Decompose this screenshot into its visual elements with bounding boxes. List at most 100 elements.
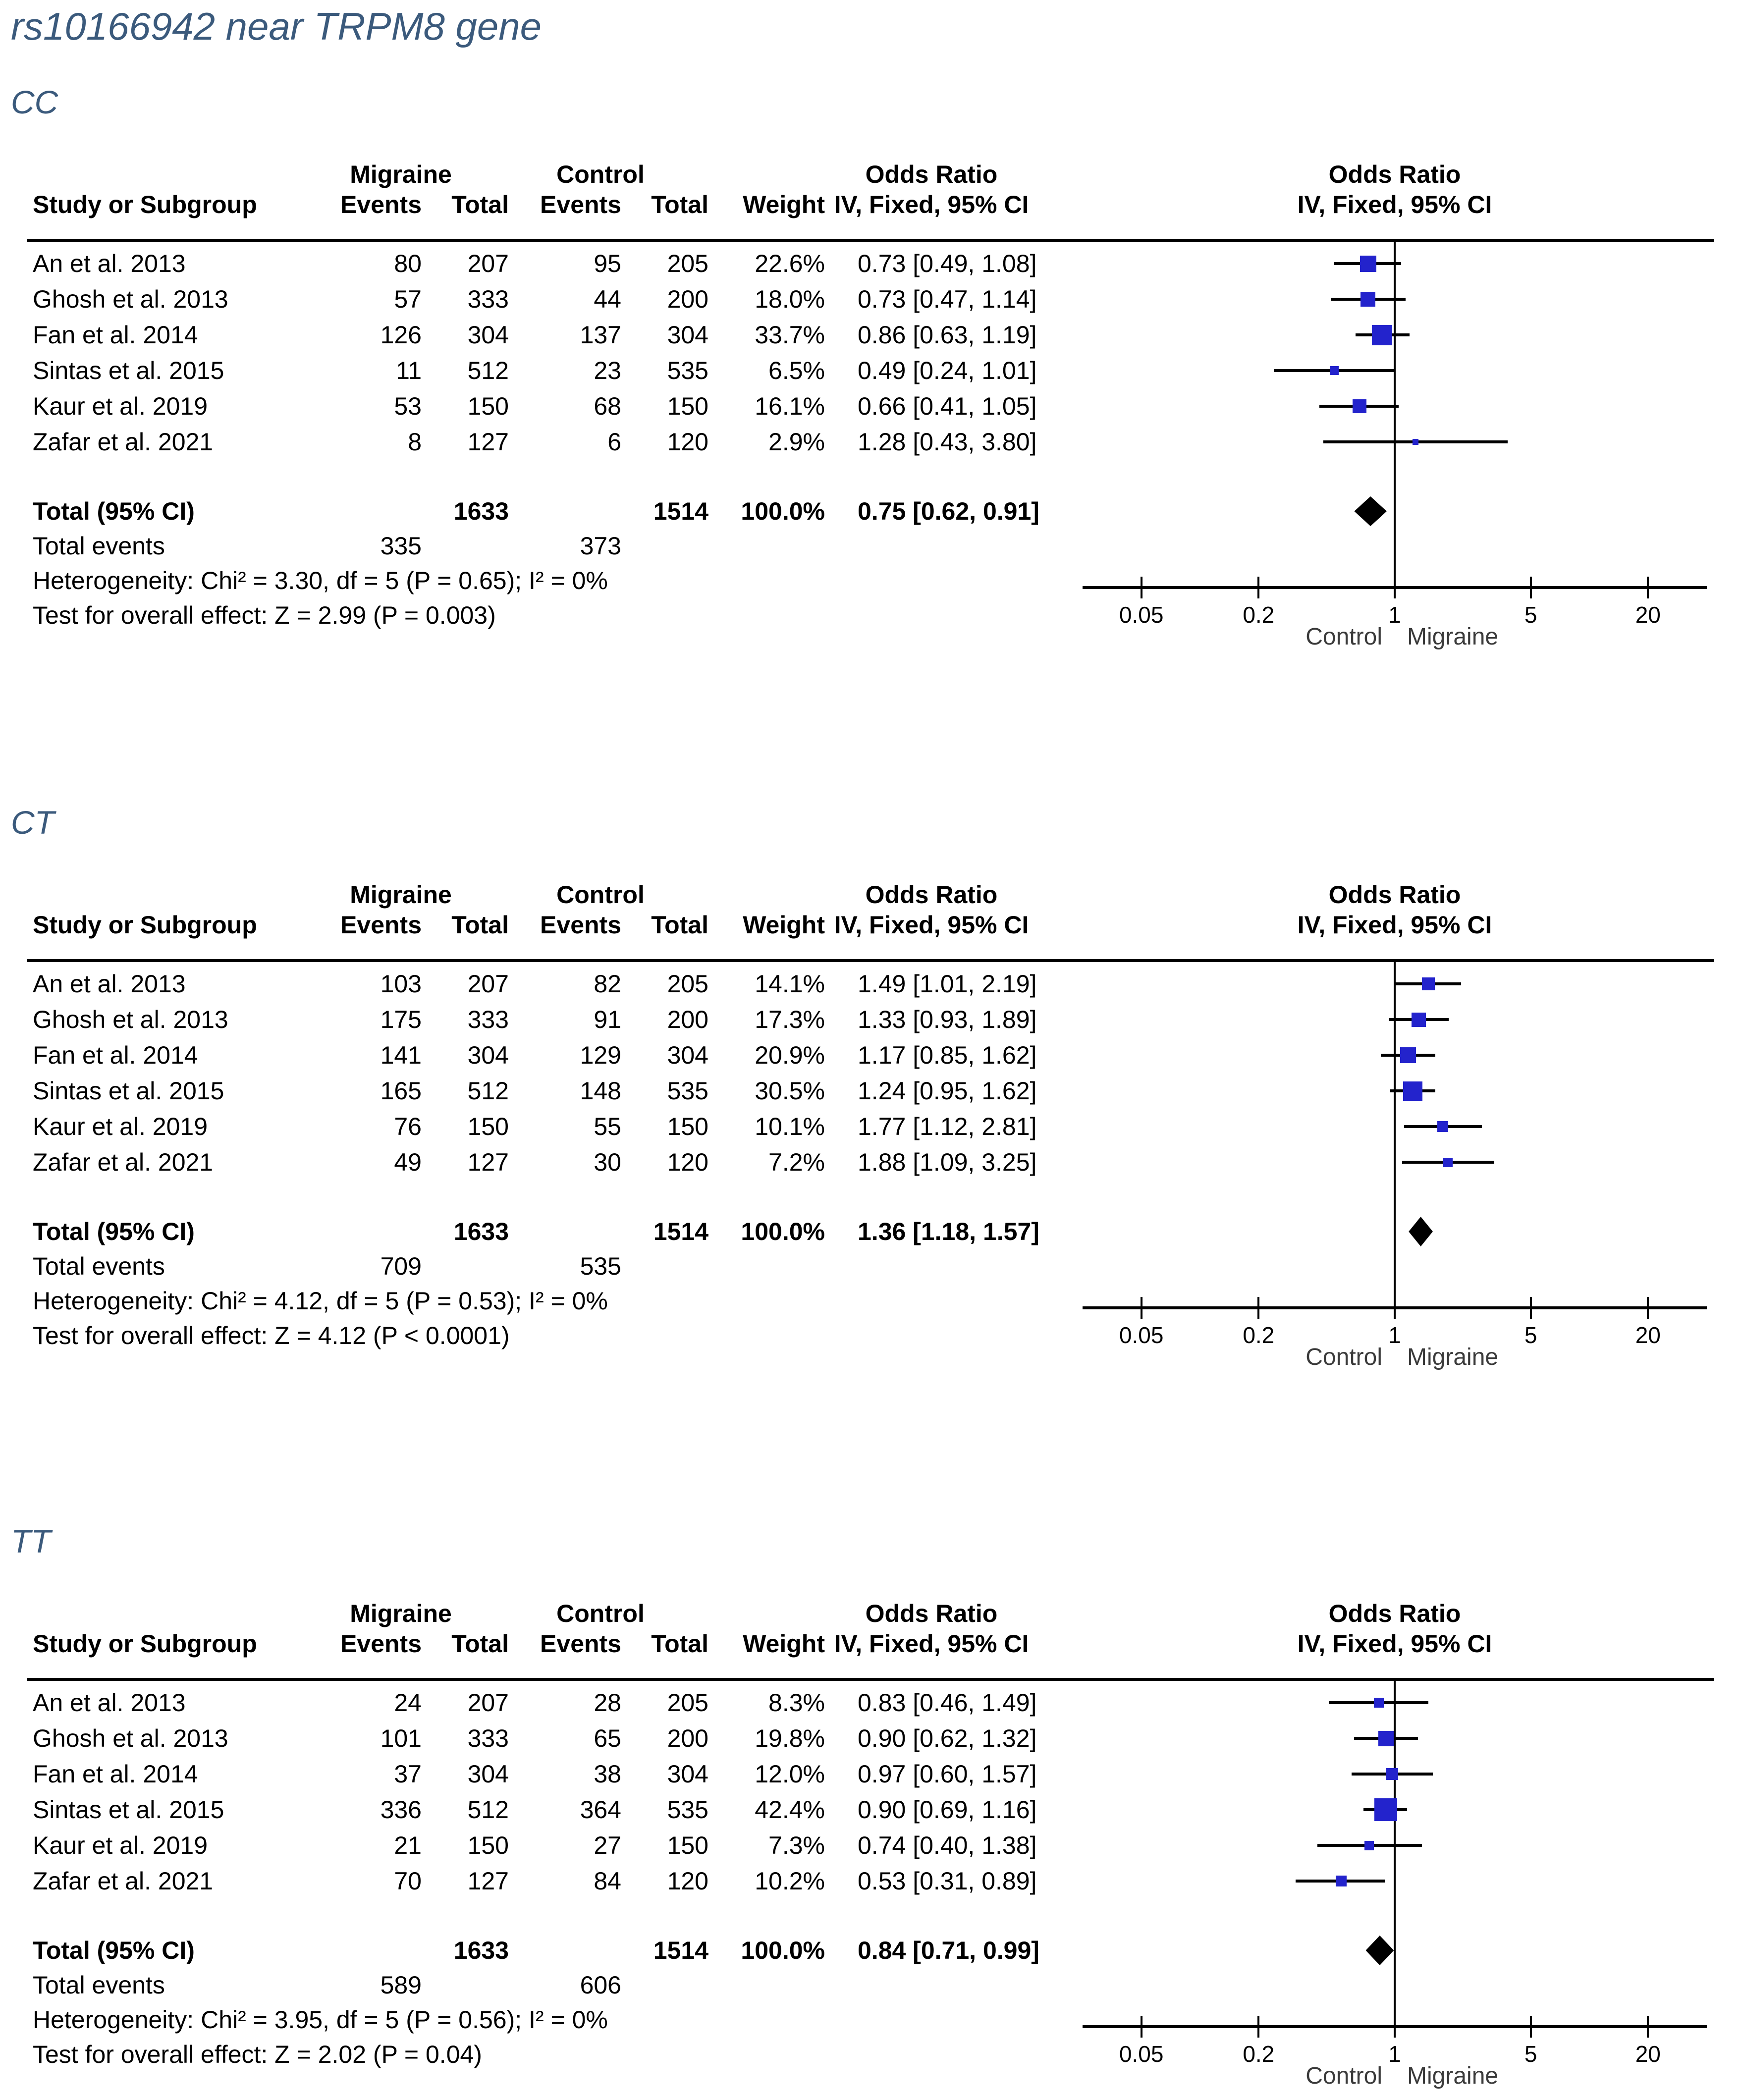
migraine-total-value: 207 (467, 970, 509, 998)
migraine-total-value: 512 (467, 357, 509, 384)
x-axis-tick-label: 1 (1388, 2041, 1401, 2067)
total-odds-ratio-ci-text: 1.36 [1.18, 1.57] (858, 1218, 1039, 1245)
migraine-events-value: 37 (394, 1760, 422, 1788)
control-events-value: 364 (580, 1796, 621, 1824)
x-axis-tick (1529, 1297, 1532, 1319)
migraine-events-value: 175 (380, 1006, 422, 1033)
control-total-value: 304 (667, 321, 708, 349)
overall-effect-text: Test for overall effect: Z = 2.02 (P = 0… (33, 2041, 482, 2068)
migraine-total-value: 150 (467, 1113, 509, 1140)
x-axis-tick (1647, 577, 1649, 598)
plot-header-iv-fixed-ci: IV, Fixed, 95% CI (1297, 1630, 1492, 1658)
header-control-group: Control (556, 1600, 645, 1627)
control-total-value: 120 (667, 428, 708, 456)
panel-genotype-label: CC (11, 84, 58, 120)
x-axis-tick-label: 1 (1388, 602, 1401, 628)
total-weight: 100.0% (741, 497, 825, 525)
migraine-total-value: 512 (467, 1077, 509, 1105)
figure-title: rs10166942 near TRPM8 gene (11, 4, 542, 48)
weight-value: 22.6% (755, 250, 825, 277)
study-name: Fan et al. 2014 (33, 1041, 198, 1069)
effect-square (1412, 1012, 1426, 1027)
effect-square (1378, 1730, 1394, 1746)
study-name: Ghosh et al. 2013 (33, 1006, 228, 1033)
effect-square (1330, 366, 1339, 375)
total-migraine-total: 1633 (453, 1218, 509, 1245)
weight-value: 33.7% (755, 321, 825, 349)
study-name: An et al. 2013 (33, 970, 186, 998)
x-axis-tick (1140, 1297, 1143, 1319)
total-events-label: Total events (33, 1252, 165, 1280)
study-name: Kaur et al. 2019 (33, 1831, 208, 1859)
control-total-value: 304 (667, 1760, 708, 1788)
x-axis-tick (1257, 577, 1260, 598)
weight-value: 14.1% (755, 970, 825, 998)
heterogeneity-text: Heterogeneity: Chi² = 3.95, df = 5 (P = … (33, 2006, 608, 2034)
effect-square (1400, 1047, 1416, 1063)
plot-header-odds-ratio: Odds Ratio (1328, 881, 1461, 909)
header-odds-ratio: Odds Ratio (865, 881, 998, 909)
control-events-value: 44 (594, 285, 621, 313)
effect-square (1374, 1798, 1398, 1821)
control-events-value: 30 (594, 1148, 621, 1176)
weight-value: 6.5% (768, 357, 825, 384)
x-axis-tick (1394, 577, 1396, 598)
header-control-group: Control (556, 161, 645, 188)
study-name: Sintas et al. 2015 (33, 1077, 224, 1105)
plot-header-iv-fixed-ci: IV, Fixed, 95% CI (1297, 191, 1492, 218)
header-control-events: Events (540, 191, 621, 218)
weight-value: 17.3% (755, 1006, 825, 1033)
migraine-events-value: 21 (394, 1831, 422, 1859)
odds-ratio-ci-text: 1.28 [0.43, 3.80] (858, 428, 1037, 456)
odds-ratio-ci-text: 0.90 [0.69, 1.16] (858, 1796, 1037, 1824)
effect-square (1360, 255, 1376, 272)
control-total-value: 200 (667, 1724, 708, 1752)
header-control-group: Control (556, 881, 645, 909)
total-events-label: Total events (33, 1971, 165, 1999)
migraine-total-value: 127 (467, 1148, 509, 1176)
odds-ratio-ci-text: 0.73 [0.47, 1.14] (858, 285, 1037, 313)
heterogeneity-text: Heterogeneity: Chi² = 3.30, df = 5 (P = … (33, 567, 608, 594)
migraine-events-value: 53 (394, 392, 422, 420)
header-iv-fixed-ci: IV, Fixed, 95% CI (834, 191, 1029, 218)
weight-value: 30.5% (755, 1077, 825, 1105)
control-events-value: 95 (594, 250, 621, 277)
control-total-value: 150 (667, 1113, 708, 1140)
x-axis-tick (1140, 2016, 1143, 2038)
weight-value: 10.2% (755, 1867, 825, 1895)
migraine-events-value: 101 (380, 1724, 422, 1752)
weight-value: 10.1% (755, 1113, 825, 1140)
migraine-events-value: 165 (380, 1077, 422, 1105)
study-name: Kaur et al. 2019 (33, 1113, 208, 1140)
header-migraine-group: Migraine (350, 1600, 452, 1627)
effect-square (1437, 1121, 1449, 1132)
x-axis-tick-label: 0.05 (1119, 602, 1164, 628)
axis-right-label: Migraine (1407, 2063, 1499, 2089)
odds-ratio-ci-text: 0.97 [0.60, 1.57] (858, 1760, 1037, 1788)
header-study-or-subgroup: Study or Subgroup (33, 911, 257, 939)
control-events-value: 137 (580, 321, 621, 349)
x-axis-tick-label: 0.2 (1243, 1322, 1275, 1348)
control-events-value: 84 (594, 1867, 621, 1895)
header-rule (27, 959, 1714, 962)
x-axis-tick-label: 0.2 (1243, 602, 1275, 628)
control-total-value: 150 (667, 1831, 708, 1859)
header-odds-ratio: Odds Ratio (865, 1600, 998, 1627)
x-axis-tick-label: 5 (1524, 1322, 1537, 1348)
total-label: Total (95% CI) (33, 1218, 195, 1245)
header-migraine-total: Total (451, 911, 509, 939)
weight-value: 8.3% (768, 1689, 825, 1717)
weight-value: 19.8% (755, 1724, 825, 1752)
effect-square (1374, 1698, 1384, 1708)
migraine-events-value: 11 (396, 357, 422, 384)
control-total-value: 150 (667, 392, 708, 420)
study-name: An et al. 2013 (33, 250, 186, 277)
plot-header-iv-fixed-ci: IV, Fixed, 95% CI (1297, 911, 1492, 939)
total-odds-ratio-ci-text: 0.75 [0.62, 0.91] (858, 497, 1039, 525)
migraine-total-value: 304 (467, 1760, 509, 1788)
header-control-total: Total (651, 191, 708, 218)
pooled-diamond (1365, 1936, 1394, 1965)
weight-value: 2.9% (768, 428, 825, 456)
x-axis-tick (1140, 577, 1143, 598)
